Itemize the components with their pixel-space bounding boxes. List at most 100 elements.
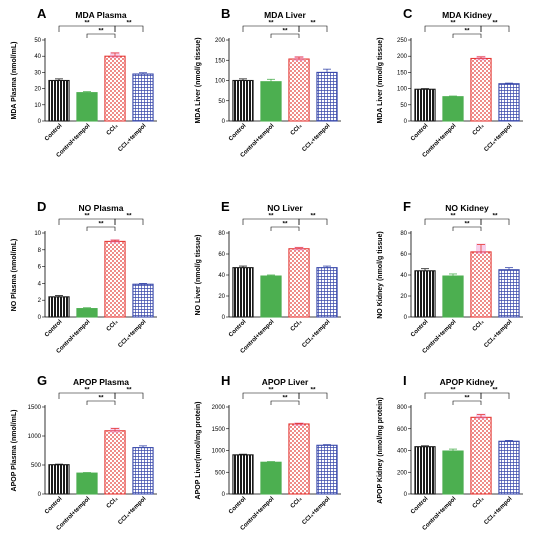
significance-label: **: [84, 387, 90, 394]
significance-bracket: [480, 218, 510, 225]
category-label: CCl₄+tempol: [117, 123, 147, 153]
y-tick-label: 6: [38, 265, 42, 271]
y-tick-label: 0: [38, 492, 42, 498]
bar-2: [470, 57, 492, 122]
bar-0: [232, 79, 254, 122]
y-tick-label: 200: [397, 54, 408, 60]
significance-label: **: [268, 213, 274, 220]
significance-bracket: [480, 392, 510, 399]
category-label: Control: [410, 123, 430, 143]
y-tick-label: 0: [38, 315, 42, 321]
y-tick-label: 0: [404, 119, 408, 125]
significance-bracket: [452, 400, 482, 405]
significance-bracket: [270, 226, 300, 231]
y-tick-label: 100: [397, 87, 408, 93]
y-tick-label: 200: [215, 38, 226, 44]
chart-panel-d: D NO Plasma NO Plasma (nmol/mL) 0 2 4 6 8 10 Cont…: [11, 199, 157, 355]
significance-label: **: [268, 20, 274, 27]
y-tick-label: 100: [215, 79, 226, 85]
chart-title: APOP Kidney: [440, 377, 495, 387]
chart-panel-c: C MDA Kidney MDA Liver (nmol/g tissue) 0 50 1…: [377, 6, 523, 159]
bar-1: [76, 308, 98, 318]
y-tick-label: 20: [400, 294, 407, 300]
bar-0: [232, 267, 254, 318]
chart-title: MDA Kidney: [442, 10, 492, 20]
y-tick-label: 200: [397, 470, 408, 476]
significance-label: **: [126, 20, 132, 27]
bar-3: [316, 444, 338, 495]
y-tick-label: 0: [404, 315, 408, 321]
panel-letter: H: [221, 373, 230, 388]
significance-bracket: [114, 392, 144, 399]
panel-letter: D: [37, 199, 46, 214]
bar-0: [414, 446, 436, 495]
y-tick-label: 0: [222, 315, 226, 321]
y-tick-label: 30: [34, 70, 41, 76]
chart-title: NO Kidney: [445, 203, 489, 213]
significance-label: **: [282, 221, 288, 228]
bar-3: [132, 283, 154, 318]
y-tick-label: 8: [38, 248, 42, 254]
category-label: CCl₄+tempol: [301, 319, 331, 349]
y-axis-label: NO Kidney (nmol/g tissue): [377, 231, 384, 319]
category-label: CCl₄+tempol: [483, 319, 513, 349]
significance-bracket: [242, 25, 300, 32]
bar-3: [498, 83, 520, 122]
y-tick-label: 0: [38, 119, 42, 125]
significance-bracket: [114, 218, 144, 225]
chart-panel-a: A MDA Plasma MDA Plasma (nmol/mL) 0 10 20 30 40…: [11, 6, 157, 159]
significance-bracket: [86, 226, 116, 231]
y-tick-label: 2000: [212, 405, 226, 411]
significance-label: **: [126, 213, 132, 220]
bar-2: [288, 248, 310, 318]
error-halo: [294, 422, 304, 426]
chart-title: NO Liver: [267, 203, 303, 213]
significance-label: **: [84, 20, 90, 27]
y-tick-label: 20: [218, 294, 225, 300]
significance-label: **: [492, 213, 498, 220]
bar-1: [260, 461, 282, 495]
bar-1: [442, 96, 464, 122]
significance-label: **: [282, 395, 288, 402]
y-axis-label: MDA Liver (nmol/g tissue): [195, 37, 202, 123]
chart-title: APOP Liver: [262, 377, 309, 387]
category-label: CCl₄: [106, 123, 120, 137]
y-tick-label: 80: [400, 231, 407, 237]
y-tick-label: 1000: [28, 434, 42, 440]
y-axis-label: NO Plasma (nmol/mL): [11, 239, 18, 312]
y-tick-label: 50: [400, 103, 407, 109]
y-tick-label: 20: [34, 87, 41, 93]
y-axis-label: APOP Kidney (nmol/mg protein): [377, 397, 384, 503]
panel-letter: I: [403, 373, 407, 388]
panel-letter: B: [221, 6, 230, 21]
significance-bracket: [452, 33, 482, 38]
category-label: CCl₄: [106, 496, 120, 510]
bar-1: [442, 275, 464, 318]
chart-title: MDA Liver: [264, 10, 306, 20]
panel-letter: G: [37, 373, 47, 388]
significance-label: **: [464, 221, 470, 228]
significance-bracket: [270, 33, 300, 38]
chart-panel-b: B MDA Liver MDA Liver (nmol/g tissue) 0 50 10…: [195, 6, 341, 159]
category-label: CCl₄+tempol: [301, 496, 331, 526]
y-tick-label: 1500: [212, 427, 226, 433]
category-label: CCl₄+tempol: [483, 123, 513, 153]
significance-label: **: [450, 387, 456, 394]
significance-bracket: [270, 400, 300, 405]
significance-label: **: [492, 20, 498, 27]
bar-0: [48, 464, 70, 495]
y-tick-label: 1000: [212, 449, 226, 455]
significance-label: **: [84, 213, 90, 220]
bar-0: [48, 79, 70, 122]
category-label: Control: [228, 123, 248, 143]
category-label: CCl₄: [472, 496, 486, 510]
y-tick-label: 500: [215, 470, 226, 476]
bar-1: [260, 275, 282, 318]
significance-bracket: [298, 392, 328, 399]
category-label: CCl₄: [290, 319, 304, 333]
category-label: CCl₄+tempol: [117, 496, 147, 526]
significance-bracket: [480, 25, 510, 32]
significance-label: **: [98, 221, 104, 228]
category-label: CCl₄: [290, 496, 304, 510]
